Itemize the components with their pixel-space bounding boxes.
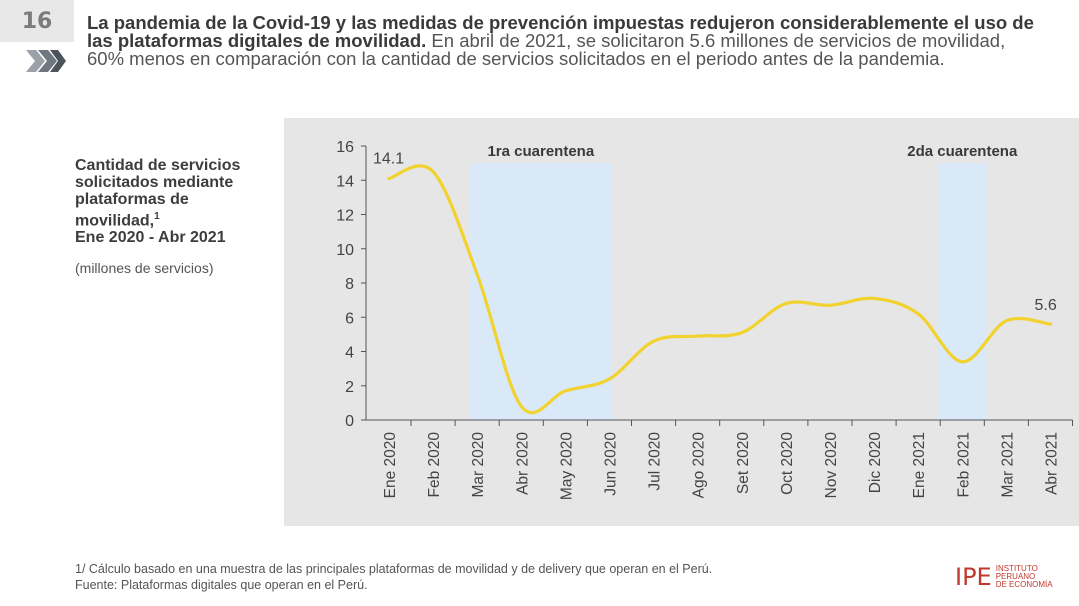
chart-side-title: Cantidad de servicios solicitados median… xyxy=(75,157,265,246)
headline: La pandemia de la Covid-19 y las medidas… xyxy=(87,12,1047,69)
x-tick-label: Set 2020 xyxy=(735,432,752,494)
side-title-sup: 1 xyxy=(154,211,160,222)
shaded-period-1 xyxy=(470,163,612,420)
y-tick-label: 12 xyxy=(336,208,354,225)
series-line xyxy=(387,164,1053,415)
y-tick-label: 6 xyxy=(345,310,354,327)
x-tick-label: Nov 2020 xyxy=(823,432,840,499)
data-label: 14.1 xyxy=(373,151,404,168)
footnote: 1/ Cálculo basado en una muestra de las … xyxy=(75,561,712,593)
x-tick-label: Abr 2020 xyxy=(514,432,531,495)
y-tick-label: 16 xyxy=(336,139,354,156)
x-tick-label: Jun 2020 xyxy=(603,432,620,496)
y-tick-label: 14 xyxy=(336,173,354,190)
x-tick-label: Oct 2020 xyxy=(779,432,796,495)
x-tick-label: Mar 2021 xyxy=(999,432,1016,497)
x-tick-label: Mar 2020 xyxy=(470,432,487,498)
x-tick-label: Dic 2020 xyxy=(867,432,884,494)
x-tick-label: Ene 2021 xyxy=(911,432,928,498)
slide-number: 16 xyxy=(0,0,74,42)
headline-bold: La pandemia de la Covid-19 y las medidas… xyxy=(87,12,1034,51)
x-tick-label: Feb 2021 xyxy=(955,432,972,498)
shaded-period-2 xyxy=(938,163,987,420)
ipe-logo: IPE INSTITUTO PERUANO DE ECONOMÍA xyxy=(955,563,1053,591)
x-tick-label: Jul 2020 xyxy=(647,432,664,491)
y-tick-label: 0 xyxy=(345,413,354,430)
footnote-note: 1/ Cálculo basado en una muestra de las … xyxy=(75,562,713,576)
y-tick-label: 4 xyxy=(345,345,354,362)
y-tick-label: 10 xyxy=(336,242,354,259)
data-label: 5.6 xyxy=(1035,297,1057,314)
shaded-period-label-1: 1ra cuarentena xyxy=(487,143,594,160)
x-tick-label: Abr 2021 xyxy=(1044,432,1061,495)
logo-line1: INSTITUTO xyxy=(995,564,1038,573)
shaded-period-label-2: 2da cuarentena xyxy=(907,143,1018,160)
side-title-period: Ene 2020 - Abr 2021 xyxy=(75,229,226,247)
headline-rest: En abril de 2021, se solicitaron 5.6 mil… xyxy=(87,30,1006,69)
y-tick-label: 8 xyxy=(345,276,354,293)
logo-text: IPE xyxy=(955,563,992,591)
x-tick-label: May 2020 xyxy=(558,432,575,500)
x-tick-label: Feb 2020 xyxy=(426,432,443,498)
side-title-text: Cantidad de servicios solicitados median… xyxy=(75,157,241,230)
y-tick-label: 2 xyxy=(345,379,354,396)
logo-institute: INSTITUTO PERUANO DE ECONOMÍA xyxy=(996,565,1053,589)
chart-unit: (millones de servicios) xyxy=(75,260,214,276)
x-tick-label: Ago 2020 xyxy=(691,432,708,499)
chevron-arrows-icon xyxy=(26,50,66,72)
x-tick-label: Ene 2020 xyxy=(382,432,399,499)
line-chart: 1ra cuarentena 2da cuarentena 0 2 4 6 8 10 12 14 1… xyxy=(336,139,1073,500)
footnote-source: Fuente: Plataformas digitales que operan… xyxy=(75,578,368,592)
logo-line2: PERUANO xyxy=(995,572,1036,581)
logo-line3: DE ECONOMÍA xyxy=(995,580,1053,589)
